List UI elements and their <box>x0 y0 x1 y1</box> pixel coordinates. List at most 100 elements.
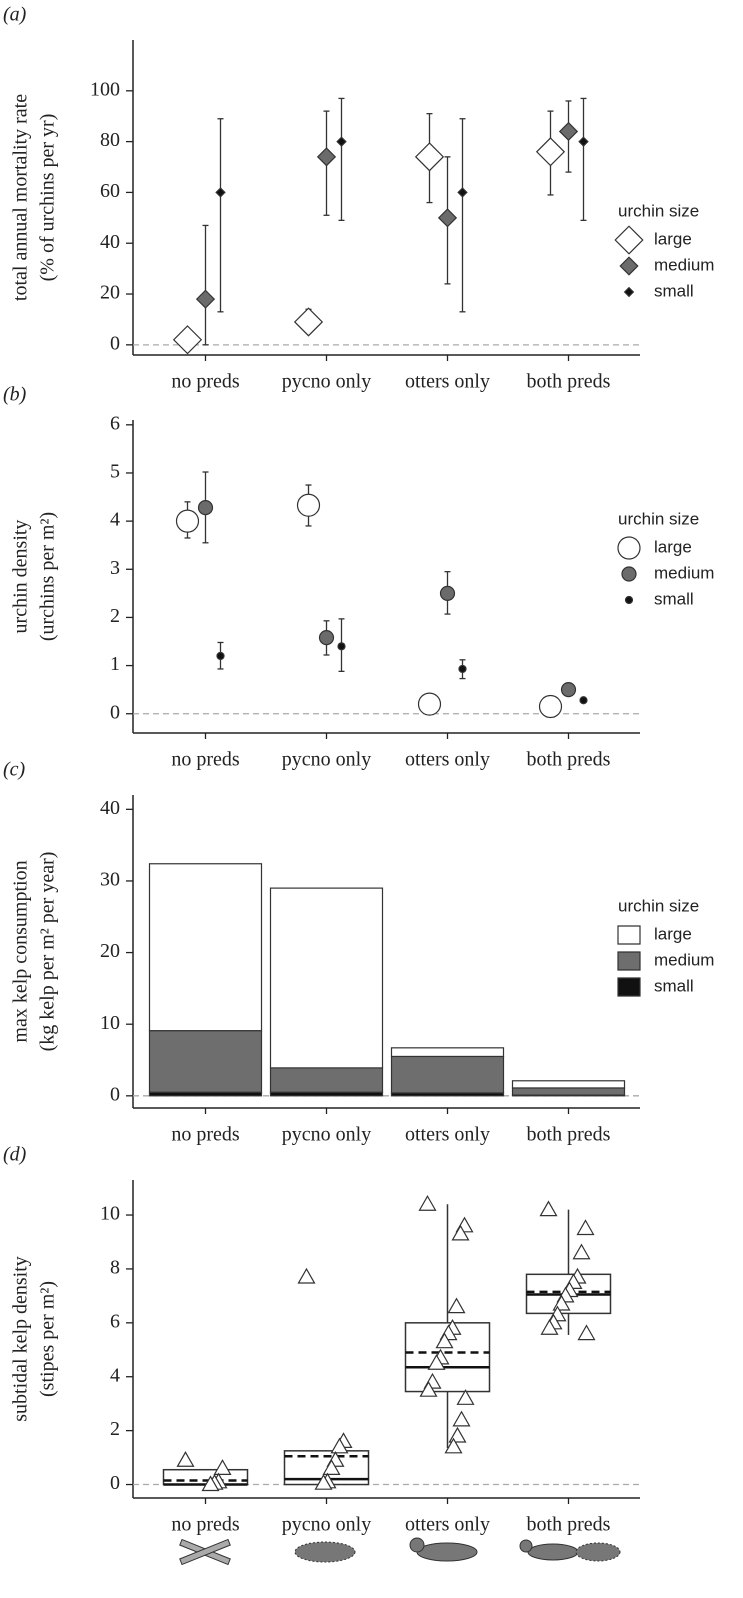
starfish-icon <box>294 1541 356 1563</box>
y-tick-label: 80 <box>100 129 120 151</box>
y-axis-label: total annual mortality rate <box>10 94 32 301</box>
y-axis-label: max kelp consumption <box>10 860 32 1042</box>
x-tick-label: both preds <box>527 1514 611 1536</box>
point <box>322 1459 341 1475</box>
legend-label: medium <box>654 950 714 969</box>
point <box>539 1200 558 1217</box>
panel-label: (c) <box>3 759 26 781</box>
point <box>447 1297 466 1314</box>
x-tick-label: otters only <box>405 1124 490 1146</box>
legend-marker <box>623 286 635 298</box>
x-tick-label: no preds <box>171 1124 240 1146</box>
bar-segment <box>390 1055 505 1094</box>
x-tick-label: pycno only <box>282 1514 371 1536</box>
point <box>176 1451 195 1467</box>
otter-starfish-icon <box>519 1539 621 1562</box>
marker <box>172 325 203 355</box>
point <box>448 1426 467 1443</box>
marker <box>175 509 200 533</box>
point <box>435 1332 454 1349</box>
legend-label: medium <box>654 255 714 274</box>
y-tick-label: 40 <box>100 231 120 253</box>
point <box>576 1219 595 1236</box>
legend-marker <box>617 977 641 997</box>
point <box>452 1410 471 1427</box>
y-tick-label: 0 <box>110 701 120 723</box>
bar-segment <box>390 1047 505 1058</box>
y-tick-label: 2 <box>110 1418 120 1440</box>
point <box>451 1224 470 1241</box>
panel-label: (b) <box>3 384 27 406</box>
marker <box>437 208 458 228</box>
point <box>419 1380 438 1397</box>
legend-label: large <box>654 229 692 248</box>
y-tick-label: 30 <box>100 869 120 891</box>
legend-marker <box>624 595 634 605</box>
bar-segment <box>269 887 384 1069</box>
marker <box>439 585 456 601</box>
icons <box>179 1537 621 1566</box>
y-axis-label: (kg kelp per m² per year) <box>37 852 59 1052</box>
y-tick-label: 4 <box>110 1364 120 1386</box>
marker <box>215 187 226 198</box>
legend-label: small <box>654 589 694 608</box>
y-tick-label: 5 <box>110 461 120 483</box>
panel-label: (d) <box>3 1144 27 1166</box>
y-tick-label: 10 <box>100 1203 120 1225</box>
marker <box>296 493 321 517</box>
marker <box>195 289 216 309</box>
x-tick-label: both preds <box>527 749 611 771</box>
y-tick-label: 10 <box>100 1012 120 1034</box>
bar-segment <box>511 1080 626 1089</box>
x-tick-label: pycno only <box>282 371 371 393</box>
marker <box>538 694 563 719</box>
y-tick-label: 6 <box>110 1310 120 1332</box>
marker <box>318 630 335 646</box>
point <box>456 1389 475 1405</box>
y-tick-label: 20 <box>100 940 120 962</box>
y-axis-label: subtidal kelp density <box>10 1256 32 1422</box>
otter-icon <box>409 1537 478 1562</box>
marker <box>417 692 442 716</box>
legend-title: urchin size <box>618 896 699 915</box>
y-axis-label: (urchins per m²) <box>37 512 59 641</box>
x-tick-label: otters only <box>405 1514 490 1536</box>
legend-title: urchin size <box>618 509 699 528</box>
point <box>540 1319 559 1335</box>
x-tick-label: pycno only <box>282 1124 371 1146</box>
y-axis-label: (% of urchins per yr) <box>37 114 59 282</box>
y-axis-label: (stipes per m²) <box>37 1281 59 1397</box>
x-tick-label: otters only <box>405 371 490 393</box>
point <box>297 1267 316 1284</box>
legend-label: small <box>654 976 694 995</box>
y-axis-label: urchin density <box>10 520 32 634</box>
x-tick-label: no preds <box>171 1514 240 1536</box>
marker <box>197 500 214 516</box>
legend-marker <box>621 566 637 582</box>
y-tick-label: 2 <box>110 605 120 627</box>
point <box>213 1459 232 1475</box>
bar-segment <box>511 1087 626 1096</box>
marker <box>216 651 225 661</box>
marker <box>337 642 346 651</box>
legend-marker <box>614 225 644 255</box>
x-tick-label: both preds <box>527 1124 611 1146</box>
y-tick-label: 0 <box>110 332 120 354</box>
point <box>330 1437 349 1454</box>
y-tick-label: 4 <box>110 509 120 531</box>
point <box>314 1473 333 1490</box>
legend-title: urchin size <box>618 201 699 220</box>
x-tick-label: both preds <box>527 371 611 393</box>
marker <box>414 142 445 172</box>
box <box>162 1468 249 1486</box>
cross-icon <box>179 1538 231 1566</box>
y-tick-label: 6 <box>110 412 120 434</box>
y-tick-label: 40 <box>100 797 120 819</box>
legend-label: large <box>654 537 692 556</box>
marker <box>578 136 589 147</box>
marker <box>579 696 588 705</box>
bar-segment <box>148 1030 263 1093</box>
marker <box>293 307 324 337</box>
x-tick-label: no preds <box>171 749 240 771</box>
marker <box>316 147 337 167</box>
